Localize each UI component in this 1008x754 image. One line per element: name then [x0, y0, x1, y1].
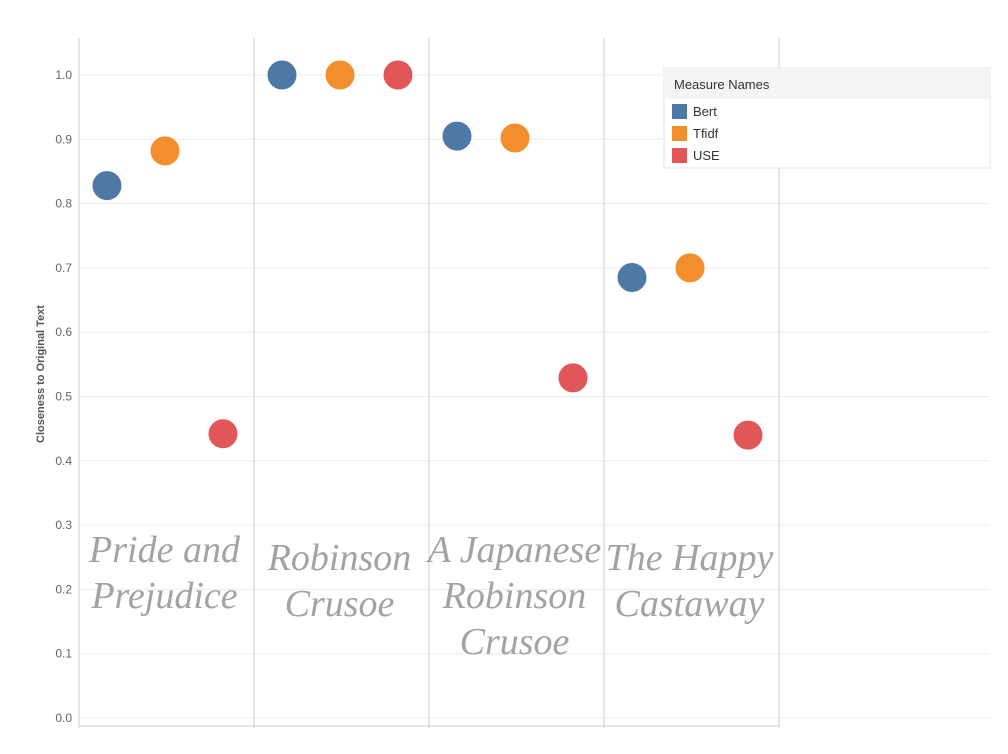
y-tick-label: 0.4	[55, 454, 72, 468]
data-point-bert[interactable]	[441, 120, 473, 152]
panel-title-line: Pride and	[88, 529, 241, 571]
data-point-use[interactable]	[382, 59, 414, 91]
legend-item-label[interactable]: USE	[693, 148, 720, 163]
panel-title-line: Crusoe	[460, 621, 570, 663]
panel-title-line: Castaway	[615, 583, 765, 625]
y-tick-label: 1.0	[55, 68, 72, 82]
legend-swatch	[672, 126, 687, 141]
data-point-tfidf[interactable]	[499, 122, 531, 154]
y-tick-label: 0.9	[55, 132, 72, 146]
y-tick-label: 0.6	[55, 325, 72, 339]
panel-dividers	[78, 38, 863, 728]
panel-title-line: Robinson	[442, 575, 587, 617]
y-tick-label: 0.7	[55, 261, 72, 275]
data-point-bert[interactable]	[91, 170, 123, 202]
data-point-bert[interactable]	[266, 59, 298, 91]
legend-item-label[interactable]: Bert	[693, 104, 717, 119]
y-axis-label: Closeness to Original Text	[35, 305, 47, 443]
legend-header	[664, 68, 990, 99]
legend-swatch	[672, 104, 687, 119]
y-tick-label: 0.2	[55, 582, 72, 596]
data-points	[91, 59, 764, 451]
legend-swatch	[672, 148, 687, 163]
y-tick-label: 0.3	[55, 518, 72, 532]
data-point-use[interactable]	[557, 362, 589, 394]
data-point-tfidf[interactable]	[674, 252, 706, 284]
panel-title-line: Crusoe	[285, 583, 395, 625]
data-point-use[interactable]	[207, 418, 239, 450]
y-tick-label: 0.8	[55, 197, 72, 211]
data-point-bert[interactable]	[616, 262, 648, 294]
legend[interactable]: Measure Names Bert Tfidf USE	[663, 67, 991, 169]
panel-title-line: Prejudice	[90, 575, 237, 617]
data-point-use[interactable]	[732, 419, 764, 451]
y-tick-label: 0.0	[55, 711, 72, 725]
legend-title: Measure Names	[674, 77, 770, 92]
data-point-tfidf[interactable]	[324, 59, 356, 91]
y-tick-label: 0.5	[55, 390, 72, 404]
panel-title-line: The Happy	[606, 537, 774, 579]
panel-title-line: Robinson	[267, 537, 412, 579]
panel-title-line: A Japanese	[425, 529, 602, 571]
y-axis-ticks: 0.0 0.1 0.2 0.3 0.4 0.5 0.6 0.7 0.8 0.9 1.0	[55, 68, 72, 725]
data-point-tfidf[interactable]	[149, 135, 181, 167]
y-tick-label: 0.1	[55, 647, 72, 661]
legend-item-label[interactable]: Tfidf	[693, 126, 719, 141]
